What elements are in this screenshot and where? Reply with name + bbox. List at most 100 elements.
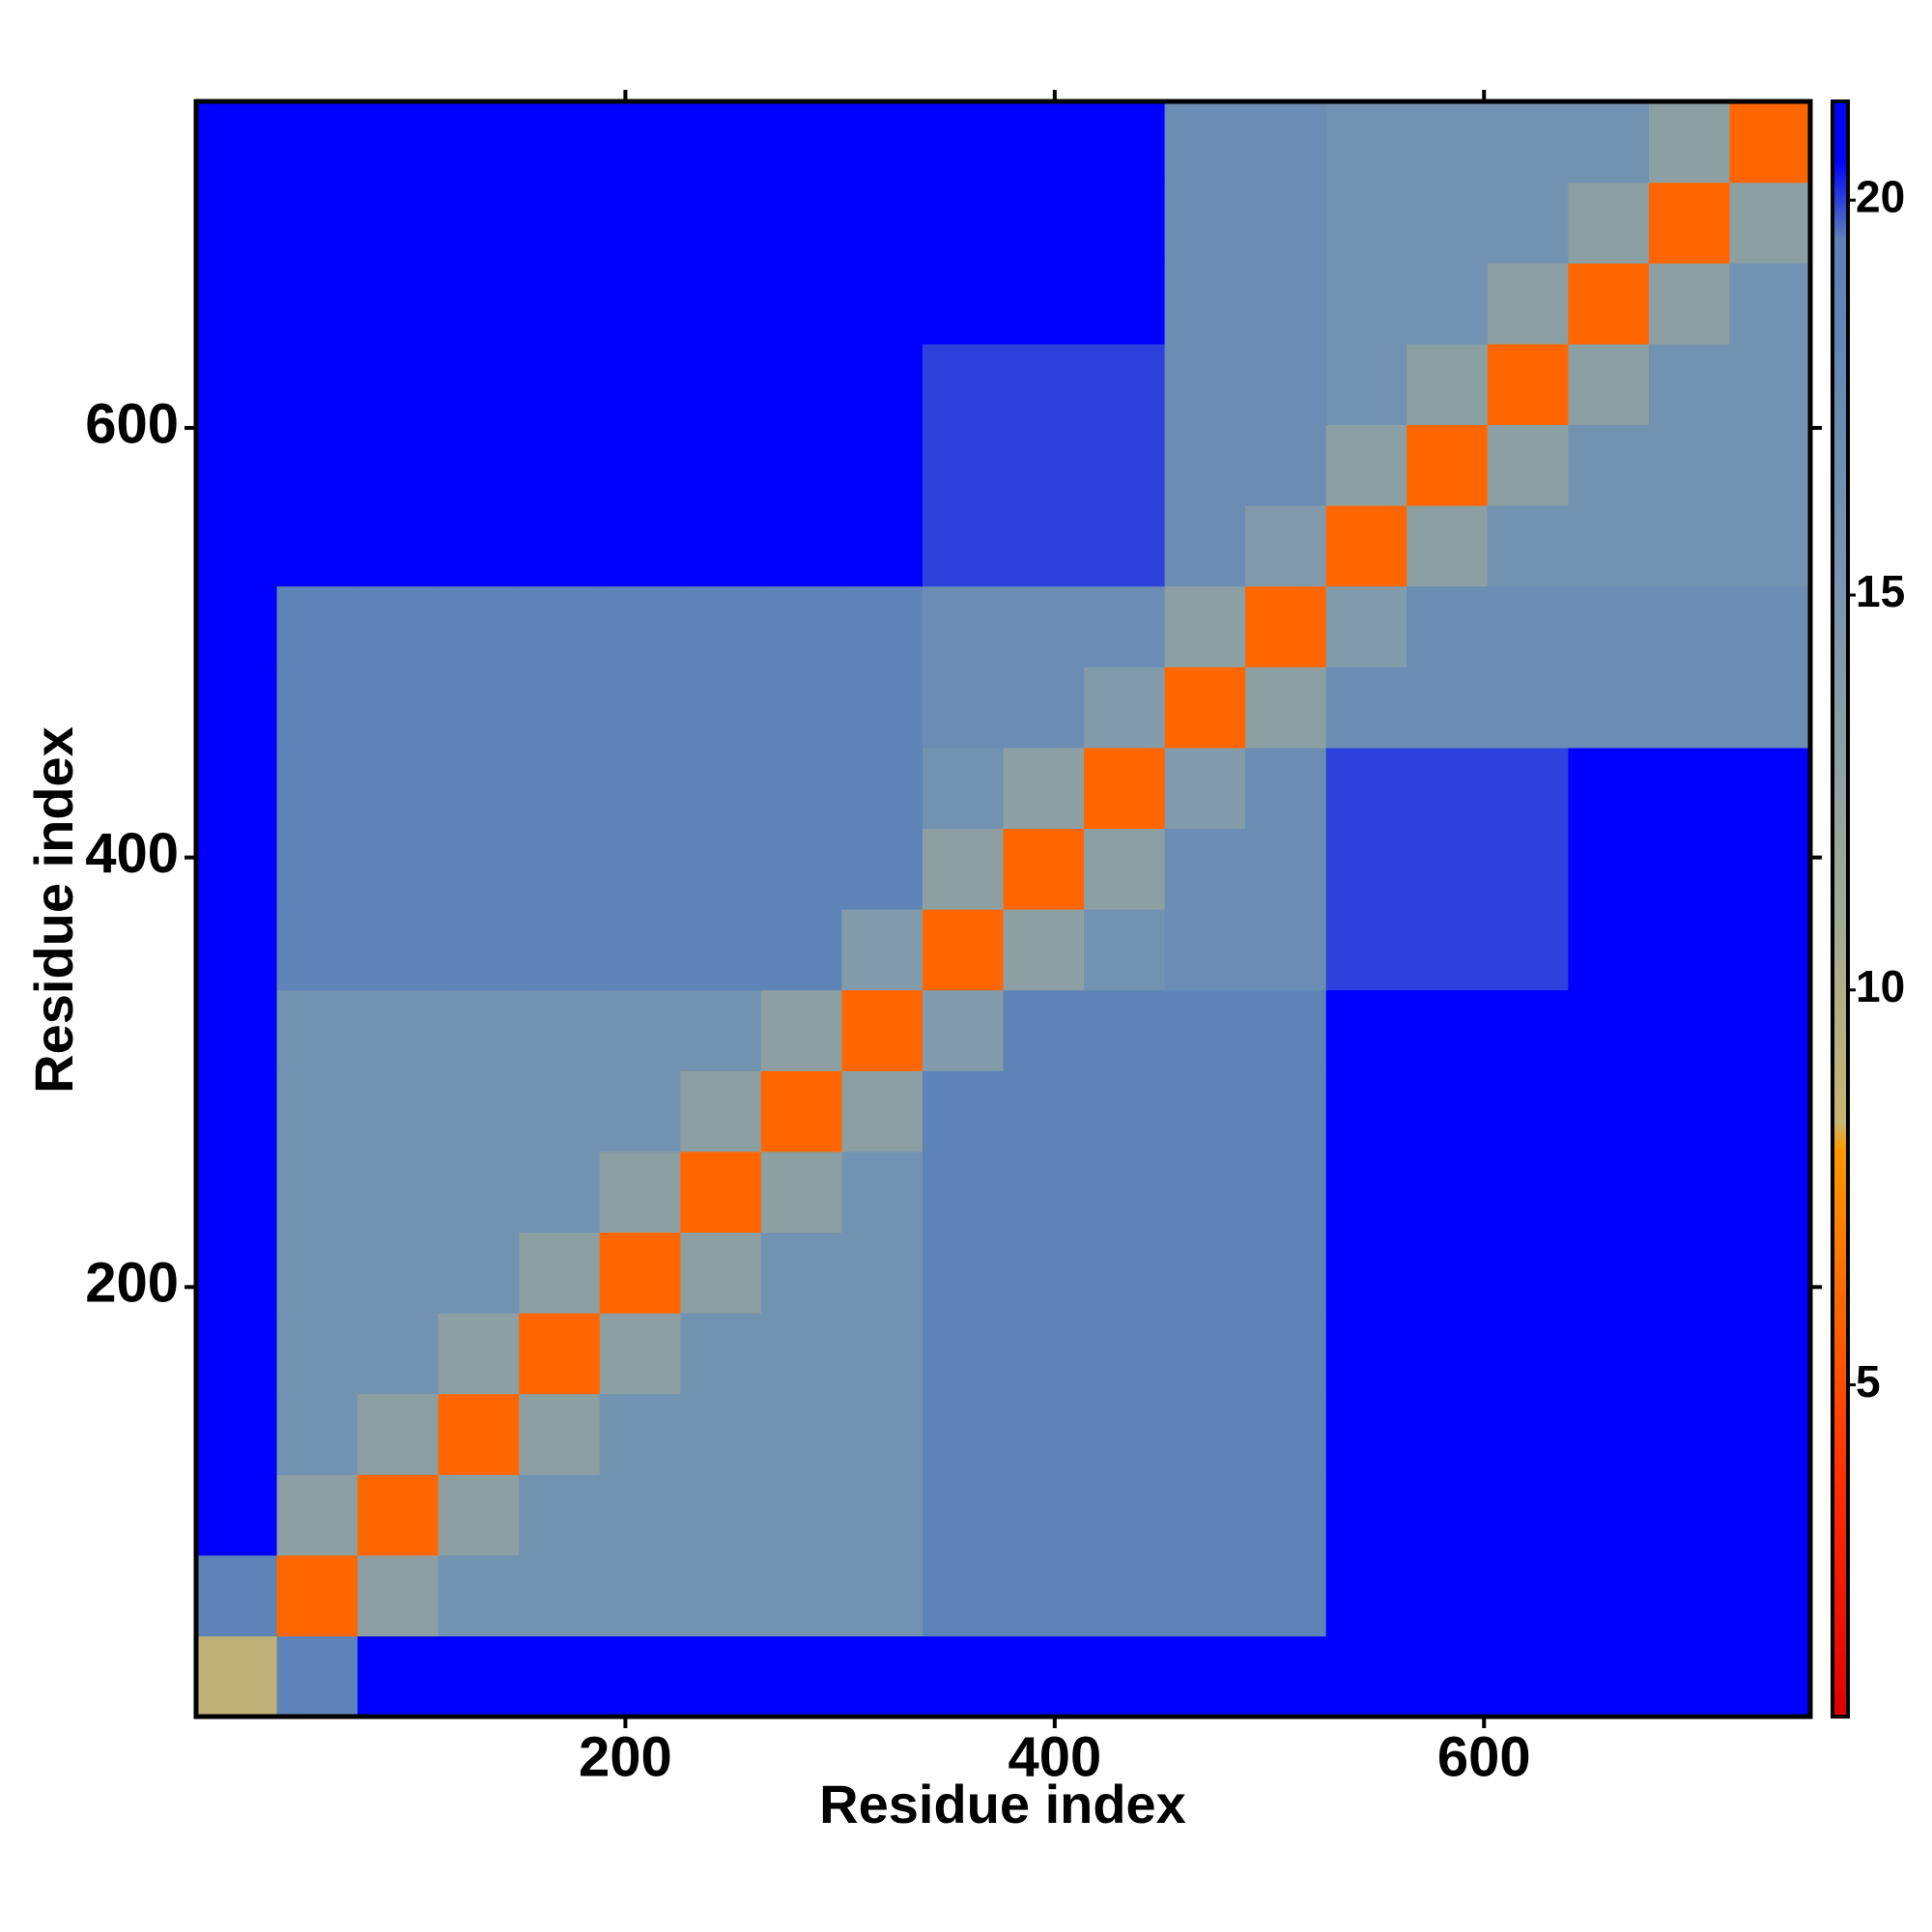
heatmap-cell <box>1084 1635 1166 1718</box>
heatmap-cell <box>1325 1070 1407 1152</box>
heatmap-cell <box>438 747 520 829</box>
heatmap-cell <box>276 1151 358 1233</box>
heatmap-cell <box>196 263 278 345</box>
heatmap-cell <box>922 343 1005 425</box>
heatmap-cell <box>922 1393 1005 1475</box>
heatmap-cell <box>760 909 842 991</box>
heatmap-cell <box>1003 1554 1085 1636</box>
heatmap-cell <box>1487 667 1569 749</box>
heatmap-cell <box>841 1070 923 1152</box>
heatmap-cell <box>276 101 358 184</box>
heatmap-cell <box>599 909 681 991</box>
heatmap-cell <box>1003 1232 1085 1314</box>
heatmap-cell <box>841 667 923 749</box>
heatmap-cell <box>760 424 842 506</box>
heatmap-cell <box>1245 263 1327 345</box>
heatmap-cell <box>438 1313 520 1395</box>
heatmap-cell <box>357 1393 440 1475</box>
heatmap-cell <box>1406 747 1489 829</box>
heatmap-cell <box>1325 828 1407 910</box>
heatmap-cell <box>1648 1313 1731 1395</box>
heatmap-cell <box>357 1635 440 1718</box>
heatmap-cell <box>1164 343 1246 425</box>
heatmap-cell <box>1729 828 1811 910</box>
heatmap-cell <box>599 1232 681 1314</box>
heatmap-cell <box>1729 343 1811 425</box>
heatmap-cell <box>680 1232 762 1314</box>
heatmap-cell <box>1648 667 1731 749</box>
heatmap-cell <box>519 182 601 264</box>
heatmap-cell <box>1487 424 1569 506</box>
heatmap-cell <box>760 1070 842 1152</box>
heatmap-cell <box>1568 101 1650 184</box>
heatmap-cell <box>1729 182 1811 264</box>
heatmap-cell <box>438 1232 520 1314</box>
heatmap-cell <box>599 989 681 1071</box>
heatmap-cell <box>599 101 681 184</box>
heatmap-cell <box>1003 505 1085 587</box>
heatmap-cell <box>1003 1474 1085 1556</box>
heatmap-cell <box>357 1151 440 1233</box>
heatmap-cell <box>841 989 923 1071</box>
heatmap-cell <box>1245 1474 1327 1556</box>
heatmap-cell <box>760 1151 842 1233</box>
x-tick-label: 600 <box>1437 1725 1531 1788</box>
heatmap-cell <box>922 1070 1005 1152</box>
heatmap-cell <box>680 1393 762 1475</box>
heatmap-cell <box>519 828 601 910</box>
heatmap-cell <box>760 747 842 829</box>
heatmap-cell <box>1648 505 1731 587</box>
heatmap-cell <box>1164 1070 1246 1152</box>
x-tick-label: 400 <box>1008 1725 1101 1788</box>
heatmap-cell <box>1487 1070 1569 1152</box>
heatmap-cell <box>680 909 762 991</box>
heatmap-cell <box>1648 1070 1731 1152</box>
heatmap-cell <box>196 1554 278 1636</box>
colorbar-tick-label: 10 <box>1856 961 1905 1011</box>
heatmap-cell <box>922 505 1005 587</box>
heatmap-cell <box>519 1393 601 1475</box>
heatmap-cell <box>1729 505 1811 587</box>
heatmap-cell <box>438 1474 520 1556</box>
heatmap-cell <box>438 585 520 668</box>
heatmap-cell <box>1003 182 1085 264</box>
heatmap-cell <box>760 1554 842 1636</box>
heatmap-cell <box>1325 101 1407 184</box>
heatmap-cell <box>1487 1474 1569 1556</box>
heatmap-cell <box>1325 263 1407 345</box>
heatmap-cell <box>841 263 923 345</box>
heatmap-cell <box>680 263 762 345</box>
heatmap-cell <box>276 909 358 991</box>
heatmap-cell <box>1487 343 1569 425</box>
heatmap-cell <box>357 828 440 910</box>
heatmap-cell <box>1729 1151 1811 1233</box>
heatmap-cell <box>276 828 358 910</box>
heatmap-cell <box>1406 343 1489 425</box>
heatmap-cell <box>357 343 440 425</box>
heatmap-cell <box>599 1151 681 1233</box>
heatmap-cell <box>196 424 278 506</box>
heatmap-cell <box>922 1554 1005 1636</box>
heatmap-cell <box>680 1313 762 1395</box>
heatmap-cell <box>599 1635 681 1718</box>
heatmap-cell <box>1245 747 1327 829</box>
heatmap-cell <box>680 1554 762 1636</box>
heatmap-cell <box>1568 667 1650 749</box>
heatmap-cell <box>922 424 1005 506</box>
heatmap-cell <box>1084 1313 1166 1395</box>
heatmap-cell <box>196 1070 278 1152</box>
heatmap-cell <box>680 182 762 264</box>
heatmap-cell <box>276 667 358 749</box>
heatmap-cell <box>760 101 842 184</box>
heatmap-cell <box>196 1151 278 1233</box>
heatmap-cell <box>1003 1393 1085 1475</box>
heatmap-cell <box>841 182 923 264</box>
heatmap-cell <box>922 1232 1005 1314</box>
heatmap-cell <box>196 1474 278 1556</box>
heatmap-cell <box>1164 182 1246 264</box>
heatmap-cell <box>922 989 1005 1071</box>
heatmap-cell <box>519 505 601 587</box>
colorbar-tick-label: 15 <box>1856 566 1905 616</box>
heatmap-cell <box>438 667 520 749</box>
heatmap-cell <box>1568 1313 1650 1395</box>
